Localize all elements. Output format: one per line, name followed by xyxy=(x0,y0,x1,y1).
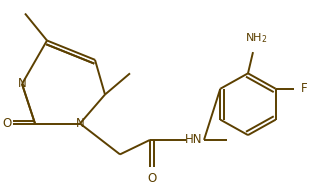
Text: O: O xyxy=(3,117,12,130)
Text: N: N xyxy=(18,78,26,90)
Text: NH$_2$: NH$_2$ xyxy=(245,32,267,46)
Text: N: N xyxy=(76,117,84,130)
Text: F: F xyxy=(301,82,307,95)
Text: HN: HN xyxy=(185,133,203,146)
Text: O: O xyxy=(147,172,157,185)
